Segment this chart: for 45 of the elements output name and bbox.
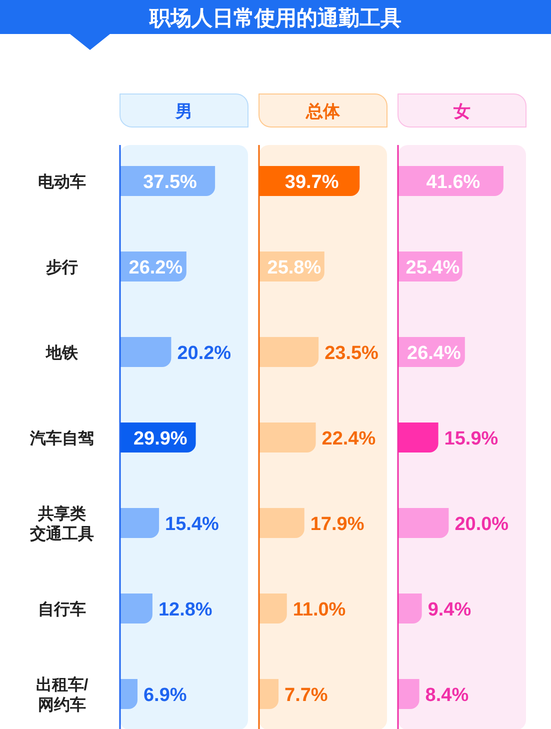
bar [398,422,438,452]
data-label: 15.9% [444,428,498,450]
data-label: 39.7% [284,172,339,193]
data-label: 11.0% [292,600,346,620]
bar [398,679,420,709]
chart-subtitle: 总体 [305,102,341,121]
bar [259,594,287,624]
data-label: 20.2% [177,343,232,364]
data-label: 20.0% [454,514,509,535]
y-tick-label: 地铁 [45,344,79,362]
data-label: 9.4% [428,600,472,620]
text: 职场人日常使用的通勤工具 [148,7,402,30]
data-label: 41.6% [426,172,480,193]
data-label: 25.4% [406,258,460,278]
chart-subtitle: 女 [452,102,470,121]
data-label: 29.9% [133,428,188,450]
data-label: 22.4% [322,428,376,450]
data-label: 25.8% [267,258,322,278]
data-label: 7.7% [284,685,328,706]
y-tick-label: 电动车 [38,173,86,191]
data-label: 26.2% [128,258,183,278]
y-tick-label: 自行车 [38,600,86,618]
bar [120,508,160,538]
bar [259,508,304,538]
y-tick-label: 出租车/网约车 [36,676,89,714]
bar [120,679,138,709]
chart-subtitle: 男 [174,102,192,121]
bar [259,679,279,709]
data-label: 26.4% [407,343,461,364]
data-label: 23.5% [324,343,379,364]
bar [398,508,449,538]
data-label: 12.8% [158,600,212,620]
y-tick-label: 汽车自驾 [29,430,94,448]
bar [259,422,316,452]
bar [120,337,172,367]
y-tick-label: 步行 [45,258,78,276]
data-label: 15.4% [165,514,220,535]
data-label: 8.4% [425,685,469,706]
y-tick-label: 共享类交通工具 [29,504,94,543]
bar [120,594,152,624]
bar [398,594,422,624]
data-label: 17.9% [310,514,364,535]
data-label: 37.5% [143,172,198,193]
data-label: 6.9% [143,685,187,706]
bar [259,337,319,367]
